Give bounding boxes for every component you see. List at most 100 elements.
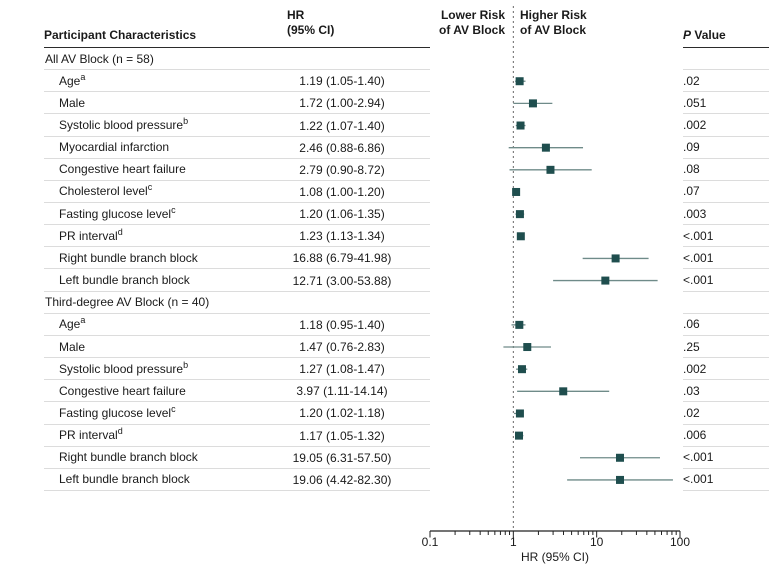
col-header-hr: HR (95% CI) — [287, 8, 334, 38]
row-left-cell: Congestive heart failure — [44, 380, 430, 403]
characteristic-label: Congestive heart failure — [44, 162, 186, 176]
forest-data-row: Myocardial infarction 2.46 (0.88-6.86) .09 — [0, 137, 780, 159]
row-left-cell: Right bundle branch block — [44, 447, 430, 469]
footnote-superscript: b — [183, 359, 189, 370]
col-header-hr-line1: HR — [287, 8, 305, 22]
label-text: Right bundle branch block — [59, 250, 198, 265]
forest-data-row: Fasting glucose levelc 1.20 (1.02-1.18) .0… — [0, 402, 780, 425]
p-value-cell: .002 — [683, 114, 769, 137]
p-value-cell: .06 — [683, 314, 769, 336]
label-text: Right bundle branch block — [59, 450, 198, 465]
forest-data-row: Cholesterol levelc 1.08 (1.00-1.20) .07 — [0, 181, 780, 204]
characteristic-label: Cholesterol levelc — [44, 183, 152, 199]
p-value: <.001 — [683, 450, 714, 465]
hr-ci-value: 12.71 (3.00-53.88) — [292, 273, 392, 288]
forest-data-row: Agea 1.19 (1.05-1.40) .02 — [0, 70, 780, 93]
row-left-cell: Cholesterol levelc — [44, 181, 430, 204]
p-value-cell: .006 — [683, 425, 769, 447]
label-text: Age — [59, 317, 81, 332]
characteristic-label: Fasting glucose levelc — [44, 204, 176, 221]
hr-ci-value: 1.18 (0.95-1.40) — [299, 317, 385, 332]
p-value: .002 — [683, 361, 707, 376]
figure-header: Participant Characteristics HR (95% CI) … — [0, 0, 780, 48]
col-header-pvalue: P Value — [683, 28, 726, 42]
hr-ci-value: 1.47 (0.76-2.83) — [299, 340, 385, 354]
characteristic-label: Left bundle branch block — [44, 273, 190, 287]
p-value-cell: .08 — [683, 159, 769, 181]
p-value: .003 — [683, 206, 707, 221]
characteristic-label: Agea — [44, 315, 86, 332]
footnote-superscript: d — [117, 226, 123, 237]
row-left-cell: Male — [44, 92, 430, 115]
plot-header-lower-risk-line2: of AV Block — [438, 23, 505, 37]
label-text: Systolic blood pressure — [59, 118, 184, 132]
forest-data-row: Male 1.47 (0.76-2.83) .25 — [0, 336, 780, 359]
p-value-cell: <.001 — [683, 247, 769, 270]
characteristic-label: PR intervald — [44, 427, 123, 443]
characteristic-label: Right bundle branch block — [44, 251, 198, 265]
footnote-superscript: a — [80, 71, 86, 82]
p-value: .09 — [683, 140, 700, 155]
forest-data-row: Left bundle branch block 12.71 (3.00-53.8… — [0, 270, 780, 292]
plot-header-higher-risk-line1: Higher Risk — [520, 8, 587, 22]
label-text: Fasting glucose level — [59, 206, 172, 221]
row-left-cell: Male — [44, 336, 430, 359]
p-value: .02 — [683, 405, 700, 420]
footnote-superscript: a — [80, 315, 86, 326]
row-left-cell: Fasting glucose levelc — [44, 203, 430, 226]
p-value-cell: <.001 — [683, 225, 769, 248]
group-label: All AV Block (n = 58) — [44, 52, 154, 66]
row-left-cell: Left bundle branch block — [44, 270, 430, 292]
characteristic-label: Male — [44, 340, 85, 354]
label-text: PR interval — [59, 228, 118, 243]
p-value: .002 — [683, 118, 707, 132]
label-text: Male — [59, 95, 86, 110]
forest-data-row: PR intervald 1.17 (1.05-1.32) .006 — [0, 425, 780, 447]
p-value-cell: .07 — [683, 181, 769, 204]
label-text: PR interval — [59, 428, 118, 443]
p-value: .03 — [683, 383, 700, 398]
forest-data-row: Congestive heart failure 2.79 (0.90-8.72)… — [0, 159, 780, 181]
hr-ci-value: 1.19 (1.05-1.40) — [299, 74, 385, 89]
label-text: Congestive heart failure — [59, 162, 186, 177]
label-text: All AV Block (n = 58) — [45, 51, 154, 66]
forest-data-row: Fasting glucose levelc 1.20 (1.06-1.35) .0… — [0, 203, 780, 226]
row-left-cell: Left bundle branch block — [44, 469, 430, 491]
plot-header-higher-risk-line2: of AV Block — [520, 23, 587, 37]
characteristic-label: Systolic blood pressureb — [44, 117, 188, 133]
forest-data-row: Right bundle branch block 19.05 (6.31-57.… — [0, 447, 780, 469]
p-value: <.001 — [683, 228, 714, 243]
p-value-cell — [683, 48, 769, 71]
row-left-cell: PR intervald — [44, 225, 430, 248]
row-left-cell: Fasting glucose levelc — [44, 402, 430, 425]
footnote-superscript: c — [171, 204, 176, 215]
row-left-cell: Systolic blood pressureb — [44, 358, 430, 381]
label-text: Fasting glucose level — [59, 405, 172, 420]
row-left-cell: Third-degree AV Block (n = 40) — [44, 292, 430, 314]
hr-ci-value: 2.79 (0.90-8.72) — [299, 162, 385, 177]
hr-ci-value: 16.88 (6.79-41.98) — [292, 251, 392, 266]
hr-ci-value: 1.23 (1.13-1.34) — [299, 229, 385, 244]
p-value: .25 — [683, 339, 700, 354]
p-value: .07 — [683, 184, 700, 199]
group-label: Third-degree AV Block (n = 40) — [44, 295, 209, 309]
p-value-cell: .09 — [683, 137, 769, 159]
hr-ci-value: 1.08 (1.00-1.20) — [299, 184, 385, 199]
forest-data-row: Systolic blood pressureb 1.27 (1.08-1.47)… — [0, 358, 780, 381]
label-text: Systolic blood pressure — [59, 361, 184, 376]
characteristic-label: Systolic blood pressureb — [44, 359, 189, 376]
p-value-cell — [683, 292, 769, 314]
p-value-cell: .002 — [683, 358, 769, 381]
row-left-cell: Myocardial infarction — [44, 137, 430, 159]
hr-ci-value: 1.27 (1.08-1.47) — [299, 362, 385, 377]
p-value-cell: <.001 — [683, 270, 769, 292]
hr-ci-value: 1.22 (1.07-1.40) — [299, 118, 385, 133]
x-axis-tick-label: 1 — [509, 535, 517, 549]
p-value: <.001 — [683, 472, 714, 487]
forest-data-row: Systolic blood pressureb 1.22 (1.07-1.40)… — [0, 114, 780, 137]
header-rule-pvalue — [683, 47, 769, 48]
forest-data-row: Right bundle branch block 16.88 (6.79-41.… — [0, 247, 780, 270]
characteristic-label: Fasting glucose levelc — [44, 404, 176, 420]
characteristic-label: Congestive heart failure — [44, 384, 186, 398]
row-left-cell: Agea — [44, 70, 430, 93]
